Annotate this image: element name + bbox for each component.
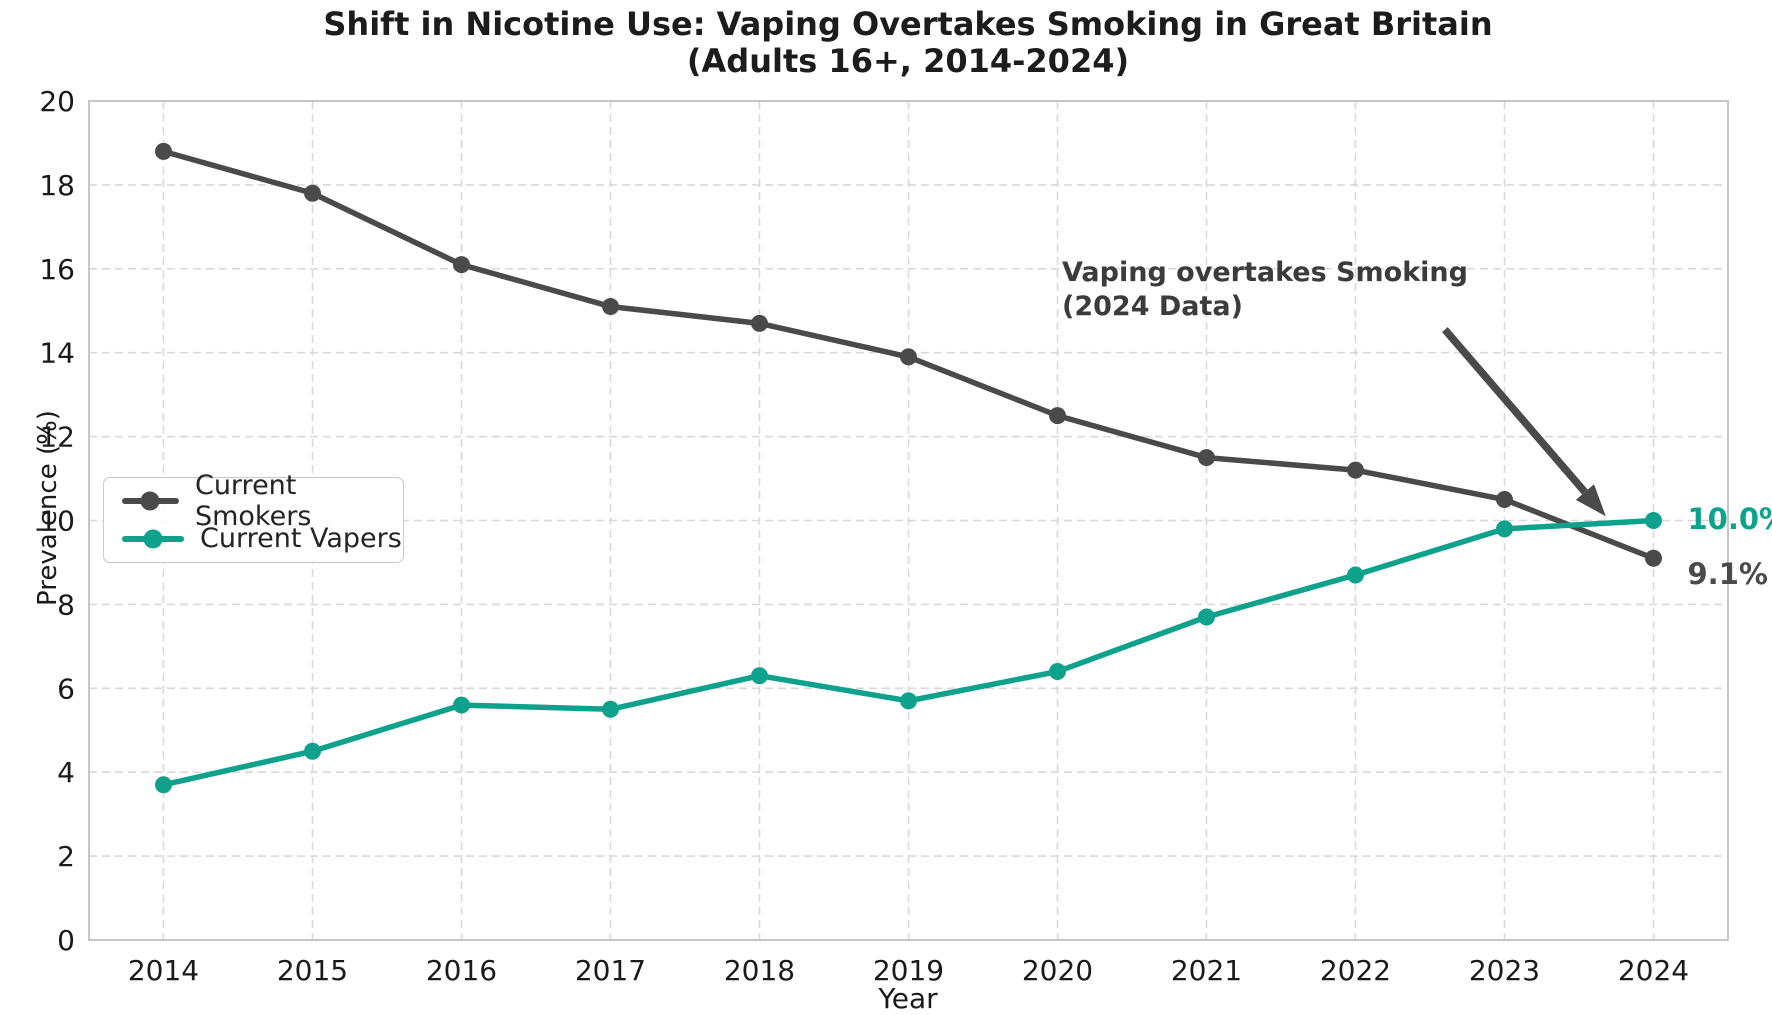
data-point-marker (900, 692, 917, 710)
x-tick-label: 2018 (724, 954, 795, 987)
chart-title: Shift in Nicotine Use: Vaping Overtakes … (158, 6, 1658, 80)
data-point-marker (602, 700, 619, 718)
data-point-marker (1198, 449, 1215, 467)
data-point-marker (155, 776, 172, 794)
x-tick-label: 2024 (1618, 954, 1689, 987)
smokers-line-swatch-icon (122, 498, 179, 505)
x-tick-label: 2015 (277, 954, 348, 987)
data-point-marker (453, 696, 470, 714)
y-tick-label: 14 (39, 337, 75, 370)
chart-title-line1: Shift in Nicotine Use: Vaping Overtakes … (323, 5, 1493, 43)
annotation-line2: (2024 Data) (1062, 291, 1243, 322)
smokers-end-value-label: 9.1% (1687, 557, 1768, 592)
x-tick-label: 2014 (128, 954, 199, 987)
legend-item-smokers: Current Smokers (104, 470, 403, 532)
data-point-marker (304, 184, 321, 202)
y-tick-label: 4 (57, 756, 75, 789)
data-point-marker (155, 142, 172, 160)
vapers-end-value-label: 10.0% (1687, 501, 1772, 536)
x-tick-label: 2016 (426, 954, 497, 987)
x-axis-label: Year (878, 982, 938, 1015)
legend-item-vapers: Current Vapers (104, 521, 403, 557)
x-tick-label: 2020 (1022, 954, 1093, 987)
annotation-arrowhead-icon (1575, 484, 1606, 517)
data-point-marker (1496, 520, 1513, 538)
chart-title-line2: (Adults 16+, 2014-2024) (686, 42, 1130, 80)
x-tick-label: 2021 (1171, 954, 1242, 987)
data-point-marker (900, 348, 917, 366)
legend: Current Smokers Current Vapers (103, 470, 404, 563)
annotation-callout: Vaping overtakes Smoking (2024 Data) (1062, 256, 1468, 324)
data-point-marker (1049, 663, 1066, 681)
annotation-arrow (1442, 327, 1588, 495)
x-tick-label: 2017 (575, 954, 646, 987)
vapers-line-swatch-icon (122, 535, 184, 542)
data-point-marker (1645, 512, 1662, 529)
y-tick-label: 6 (57, 672, 75, 705)
plot-border (88, 100, 1729, 941)
data-point-marker (304, 742, 321, 760)
y-tick-label: 20 (39, 85, 75, 118)
legend-label-vapers: Current Vapers (200, 523, 402, 555)
y-tick-label: 12 (39, 421, 75, 454)
y-tick-label: 2 (57, 840, 75, 873)
y-tick-label: 18 (39, 169, 75, 202)
x-tick-label: 2022 (1320, 954, 1391, 987)
data-point-marker (602, 298, 619, 316)
data-point-marker (1496, 491, 1513, 509)
data-point-marker (1198, 608, 1215, 626)
y-tick-label: 16 (39, 253, 75, 286)
data-point-marker (1347, 566, 1364, 584)
y-tick-label: 8 (57, 588, 75, 621)
y-tick-label: 10 (39, 505, 75, 538)
data-point-marker (453, 256, 470, 274)
data-point-marker (1049, 407, 1066, 425)
x-tick-label: 2019 (873, 954, 944, 987)
annotation-line1: Vaping overtakes Smoking (1062, 257, 1468, 288)
data-point-marker (1347, 461, 1364, 479)
legend-label-smokers: Current Smokers (194, 470, 312, 533)
y-axis-label: Prevalence (%) (33, 410, 63, 606)
data-point-marker (751, 314, 768, 332)
y-tick-label: 0 (57, 924, 75, 957)
data-point-marker (1645, 549, 1662, 567)
x-tick-label: 2023 (1469, 954, 1540, 987)
data-point-marker (751, 667, 768, 685)
